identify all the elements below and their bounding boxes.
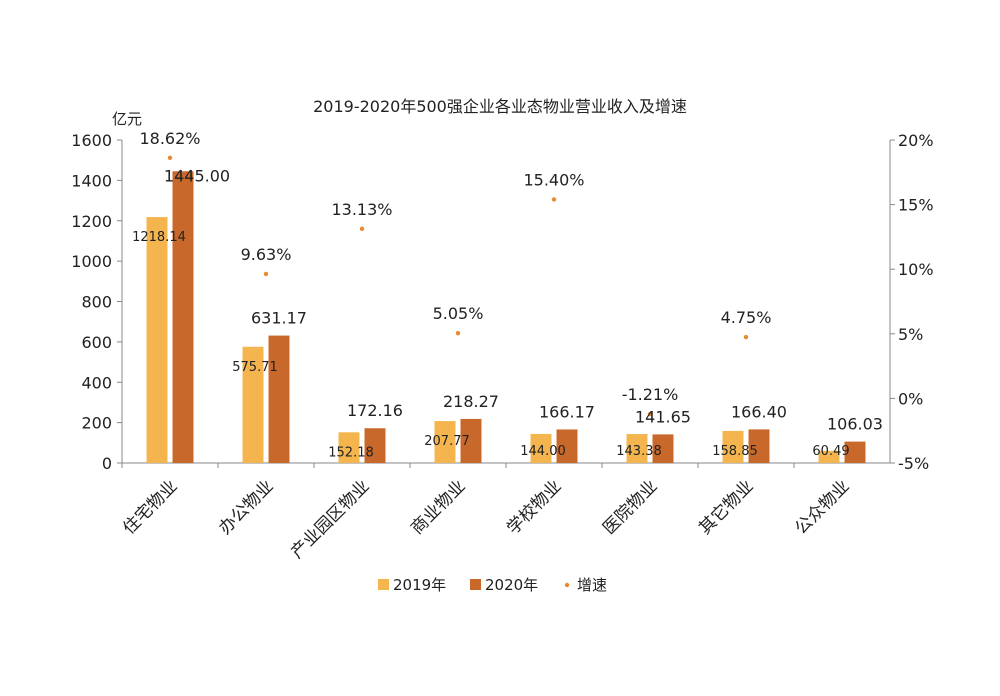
y-tick-label: 1000 [71,252,112,271]
x-tick-label: 医院物业 [599,476,661,538]
data-label-2020: 1445.00 [164,166,230,185]
growth-point [359,226,365,231]
bar-2020 [172,171,194,463]
y-tick-label: 400 [81,373,112,392]
legend-label-growth: 增速 [577,576,607,594]
x-tick-label: 学校物业 [503,476,565,538]
growth-label: 9.63% [241,245,292,264]
data-label-2019: 60.49 [812,444,849,459]
data-label-2019: 143.38 [616,444,662,459]
chart-title: 2019-2020年500强企业各业态物业营业收入及增速 [313,97,687,116]
y-tick-label: 1400 [71,171,112,190]
data-label-2019: 1218.14 [132,230,186,245]
growth-label: 13.13% [331,200,392,219]
growth-points [167,155,749,417]
x-tick-label: 商业物业 [407,476,469,538]
bar-2019 [626,434,648,463]
y2-tick-label: 5% [898,325,923,344]
legend-marker-growth [564,582,570,588]
data-label-2019: 144.00 [520,444,566,459]
x-tick-label: 办公物业 [215,476,277,538]
data-label-2019: 152.18 [328,445,374,460]
x-tick-label: 其它物业 [695,476,757,538]
x-tick-label: 产业园区物业 [287,476,373,562]
data-label-2020: 106.03 [827,415,883,434]
bar-2019 [338,432,360,463]
bar-2019 [722,430,744,463]
data-label-2020: 172.16 [347,401,403,420]
bar-2020 [268,335,290,463]
growth-point [455,330,461,336]
bar-2019 [818,450,840,463]
bar-2019 [242,346,264,463]
data-label-2020: 631.17 [251,309,307,328]
y-axis-label: 亿元 [112,110,142,128]
bar-2019 [434,421,456,463]
data-label-2020: 141.65 [635,407,691,426]
y2-tick-label: 0% [898,389,923,408]
data-label-2020: 166.40 [731,402,787,421]
y-tick-label: 1600 [71,131,112,150]
legend: 2019年 2020年 增速 [378,576,607,594]
growth-label: 15.40% [523,170,584,189]
y-tick-label: 600 [81,333,112,352]
legend-swatch-2020 [470,579,481,590]
legend-label-2019: 2019年 [393,576,446,594]
y2-tick-label: -5% [898,454,929,473]
growth-label: -1.21% [622,385,679,404]
y2-tick-label: 15% [898,196,934,215]
growth-point [551,197,557,202]
data-label-2019: 158.85 [712,444,758,459]
axes: 0 200 400 600 800 1000 1200 1400 1600 -5% 0% 5% 10% 1… [71,131,933,563]
x-tick-label: 住宅物业 [119,476,181,538]
bar-2020 [364,428,386,463]
bars [146,171,866,463]
data-label-2020: 166.17 [539,402,595,421]
data-labels: 1218.14 1445.00 18.62% 575.71 631.17 9.63% 152… [132,129,883,460]
bar-2020 [748,429,770,463]
growth-label: 4.75% [721,308,772,327]
bar-2019 [530,433,552,463]
growth-point [743,334,749,340]
bar-2019 [146,217,168,463]
growth-point [167,155,173,161]
bar-2020 [652,434,674,463]
y-tick-label: 800 [81,293,112,312]
x-tick-label: 公众物业 [791,476,853,538]
bar-2020 [844,441,866,463]
data-label-2019: 207.77 [424,434,470,449]
legend-label-2020: 2020年 [485,576,538,594]
bar-2020 [556,429,578,463]
legend-swatch-2019 [378,579,389,590]
y2-tick-label: 20% [898,131,934,150]
y-tick-label: 0 [102,454,112,473]
growth-label: 5.05% [433,304,484,323]
bar-2020 [460,418,482,463]
data-label-2020: 218.27 [443,392,499,411]
y-tick-label: 200 [81,414,112,433]
data-label-2019: 575.71 [232,360,278,375]
growth-point [263,271,269,277]
y-tick-label: 1200 [71,212,112,231]
growth-point [647,411,653,417]
y2-tick-label: 10% [898,260,934,279]
growth-label: 18.62% [139,129,200,148]
